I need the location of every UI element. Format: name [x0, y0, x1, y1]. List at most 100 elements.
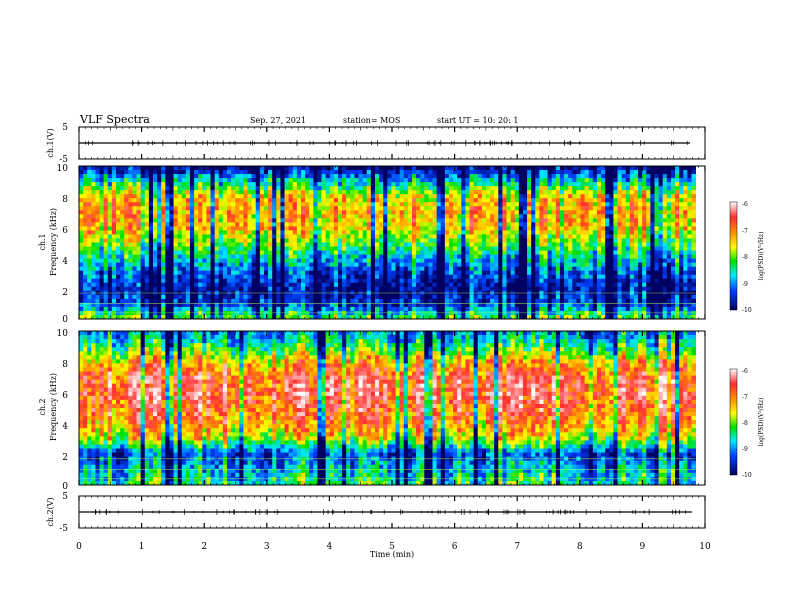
spectrogram-cell — [568, 194, 573, 199]
spectrogram-cell — [185, 178, 191, 183]
spectrogram-cell — [317, 270, 322, 276]
spectrogram-cell — [255, 178, 261, 183]
spectrogram-cell — [280, 314, 285, 320]
spectrogram-cell — [342, 218, 347, 223]
spectrogram-cell — [218, 222, 224, 227]
spectrogram-cell — [214, 274, 220, 280]
spectrogram-cell — [407, 246, 413, 251]
spectrogram-cell — [95, 174, 100, 179]
spectrogram-cell — [210, 254, 216, 260]
spectrogram-cell — [354, 210, 359, 215]
spectrogram-cell — [337, 246, 343, 251]
spectrogram-cell — [181, 238, 187, 243]
spectrogram-cell — [568, 278, 573, 284]
spectrogram-cell — [161, 170, 166, 175]
spectrogram-cell — [502, 246, 507, 251]
spectrogram-cell — [407, 254, 413, 260]
spectrogram-cell — [124, 298, 129, 304]
spectrogram-cell — [87, 262, 92, 268]
spectrogram-cell — [485, 274, 491, 280]
spectrogram-cell — [535, 302, 540, 308]
spectrogram-cell — [555, 202, 561, 207]
spectrogram-cell — [177, 254, 183, 260]
spectrogram-cell — [95, 306, 100, 312]
spectrogram-cell — [547, 186, 553, 191]
spectrogram-cell — [465, 206, 470, 211]
spectrogram-cell — [407, 270, 413, 276]
spectrogram-cell — [379, 194, 384, 199]
spectrogram-cell — [506, 174, 512, 179]
spectrogram-column — [383, 166, 388, 320]
spectrogram-cell — [350, 270, 355, 276]
spectrogram-cell — [518, 246, 524, 251]
spectrogram-cell — [140, 194, 146, 199]
spectrogram-cell — [518, 174, 524, 179]
spectrogram-cell — [481, 166, 487, 171]
spectrogram-cell — [136, 274, 142, 280]
spectrogram-cell — [300, 226, 306, 231]
spectrogram-column — [202, 166, 207, 320]
spectrogram-cell — [457, 186, 462, 191]
spectrogram-cell — [202, 198, 207, 203]
spectrogram-cell — [440, 234, 446, 239]
spectrogram-cell — [140, 250, 146, 255]
spectrogram-cell — [300, 238, 306, 243]
spectrogram-cell — [91, 198, 96, 203]
spectrogram-cell — [461, 242, 466, 247]
spectrogram-cell — [288, 294, 294, 300]
spectrogram-cell — [235, 258, 240, 264]
spectrogram-cell — [465, 282, 470, 288]
spectrogram-cell — [411, 254, 417, 260]
spectrogram-cell — [366, 246, 372, 251]
spectrogram-cell — [473, 182, 479, 187]
spectrogram-cell — [243, 282, 248, 288]
spectrogram-cell — [535, 262, 540, 268]
spectrogram-cell — [152, 302, 158, 308]
spectrogram-cell — [79, 314, 84, 320]
spectrogram-cell — [416, 234, 421, 239]
spectrogram-cell — [424, 198, 429, 203]
spectrogram-column — [140, 166, 146, 320]
spectrogram-cell — [218, 166, 224, 171]
spectrogram-cell — [120, 194, 125, 199]
spectrogram-cell — [152, 270, 158, 276]
spectrogram-cell — [206, 262, 211, 268]
spectrogram-column — [329, 166, 335, 320]
spectrogram-cell — [539, 298, 544, 304]
spectrogram-cell — [461, 198, 466, 203]
spectrogram-cell — [547, 266, 553, 272]
spectrogram-cell — [268, 306, 273, 312]
spectrogram-column — [354, 166, 359, 320]
spectrogram-cell — [568, 234, 573, 239]
spectrogram-cell — [395, 178, 401, 183]
spectrogram-column — [226, 166, 232, 320]
spectrogram-cell — [358, 250, 364, 255]
spectrogram-cell — [453, 198, 458, 203]
spectrogram-cell — [210, 194, 216, 199]
spectrogram-cell — [424, 254, 429, 260]
spectrogram-cell — [181, 186, 187, 191]
spectrogram-cell — [103, 178, 109, 183]
spectrogram-cell — [399, 174, 405, 179]
spectrogram-cell — [79, 286, 84, 292]
spectrogram-cell — [481, 194, 487, 199]
spectrogram-cell — [177, 282, 183, 288]
spectrogram-cell — [354, 170, 359, 175]
spectrogram-cell — [473, 202, 479, 207]
spectrogram-cell — [247, 182, 253, 187]
spectrogram-cell — [333, 294, 339, 300]
spectrogram-cell — [132, 190, 137, 195]
spectrogram-cell — [99, 258, 105, 264]
spectrogram-cell — [568, 282, 573, 288]
spectrogram-cell — [481, 198, 487, 203]
spectrogram-cell — [551, 254, 557, 260]
spectrogram-cell — [251, 302, 257, 308]
spectrogram-cell — [559, 222, 565, 227]
spectrogram-cell — [268, 274, 273, 280]
spectrogram-cell — [284, 270, 290, 276]
spectrogram-cell — [424, 286, 429, 292]
spectrogram-cell — [111, 294, 117, 300]
spectrogram-cell — [214, 254, 220, 260]
spectrogram-cell — [572, 182, 577, 187]
spectrogram-cell — [231, 270, 236, 276]
